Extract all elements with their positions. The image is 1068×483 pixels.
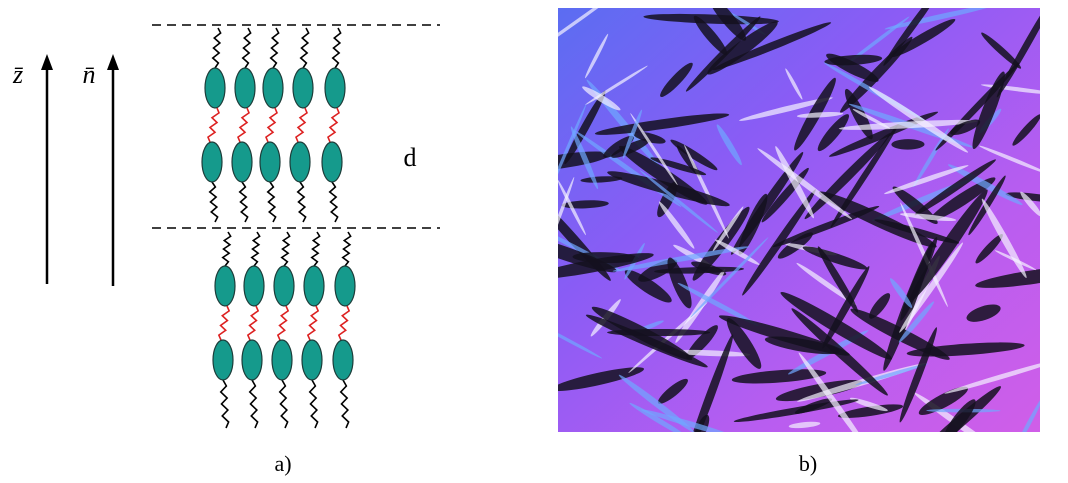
tail: [310, 380, 318, 428]
mesogen: [335, 266, 355, 306]
spacer: [308, 306, 318, 340]
tail: [280, 380, 288, 428]
tail: [240, 182, 248, 222]
tail: [252, 232, 260, 266]
z-label: z̄: [12, 60, 24, 89]
spacer: [219, 306, 229, 340]
arrow-head: [41, 54, 53, 70]
mesogen: [213, 340, 233, 380]
mesogen: [272, 340, 292, 380]
mesogen: [322, 142, 342, 182]
arrows: [41, 54, 119, 286]
mesogen: [274, 266, 294, 306]
tail: [341, 380, 349, 428]
spacer: [328, 108, 339, 142]
tail: [301, 28, 309, 68]
mesogen: [304, 266, 324, 306]
tail: [271, 28, 279, 68]
mesogen: [232, 142, 252, 182]
tail: [333, 28, 341, 68]
tail: [330, 182, 338, 222]
spacer: [208, 108, 219, 142]
spacer: [248, 306, 258, 340]
tail: [343, 232, 351, 266]
tail: [282, 232, 290, 266]
caption: b): [799, 451, 817, 476]
mesogen: [325, 68, 345, 108]
n-label: n̄: [83, 60, 96, 89]
mesogen: [293, 68, 313, 108]
mesogen: [202, 142, 222, 182]
layer-spacing-label: d: [404, 143, 417, 172]
mesogen: [244, 266, 264, 306]
mesogen: [235, 68, 255, 108]
spacer: [296, 108, 307, 142]
tail: [250, 380, 258, 428]
tail: [223, 232, 231, 266]
mesogen: [205, 68, 225, 108]
mesogen: [260, 142, 280, 182]
mesogen: [302, 340, 322, 380]
mesogen: [242, 340, 262, 380]
mesogen: [290, 142, 310, 182]
tail: [221, 380, 229, 428]
tail: [298, 182, 306, 222]
spacer: [238, 108, 249, 142]
caption: a): [274, 451, 291, 476]
mesogen: [263, 68, 283, 108]
tail: [210, 182, 218, 222]
tail: [213, 28, 221, 68]
figure: z̄ n̄ d a) b): [0, 0, 1068, 483]
spacer: [278, 306, 288, 340]
micrograph: [506, 0, 1068, 466]
tail: [312, 232, 320, 266]
tail: [268, 182, 276, 222]
spacer: [266, 108, 277, 142]
tail: [243, 28, 251, 68]
arrow-head: [107, 54, 119, 70]
spacer: [339, 306, 349, 340]
mesogen: [215, 266, 235, 306]
mesogen: [333, 340, 353, 380]
